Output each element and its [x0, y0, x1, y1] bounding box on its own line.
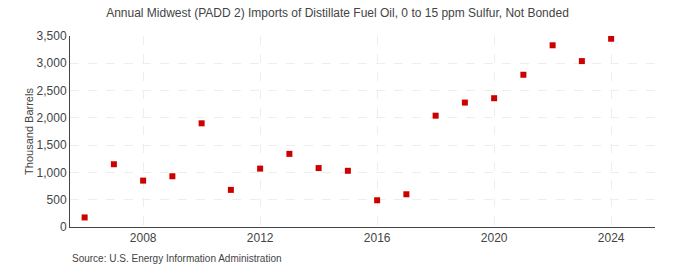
svg-text:2,000: 2,000 [37, 111, 67, 125]
svg-text:2024: 2024 [598, 231, 625, 245]
svg-text:3,500: 3,500 [37, 29, 67, 43]
svg-text:2008: 2008 [130, 231, 157, 245]
svg-text:2,500: 2,500 [37, 84, 67, 98]
svg-text:Thousand Barrels: Thousand Barrels [23, 88, 35, 175]
svg-text:2012: 2012 [247, 231, 274, 245]
svg-text:Annual Midwest (PADD 2) Import: Annual Midwest (PADD 2) Imports of Disti… [106, 6, 569, 20]
svg-text:0: 0 [60, 220, 67, 234]
svg-text:2016: 2016 [364, 231, 391, 245]
svg-text:Source: U.S. Energy Informatio: Source: U.S. Energy Information Administ… [72, 253, 282, 264]
svg-text:1,000: 1,000 [37, 166, 67, 180]
svg-text:3,000: 3,000 [37, 56, 67, 70]
svg-text:1,500: 1,500 [37, 138, 67, 152]
svg-text:2020: 2020 [481, 231, 508, 245]
svg-text:500: 500 [47, 193, 67, 207]
